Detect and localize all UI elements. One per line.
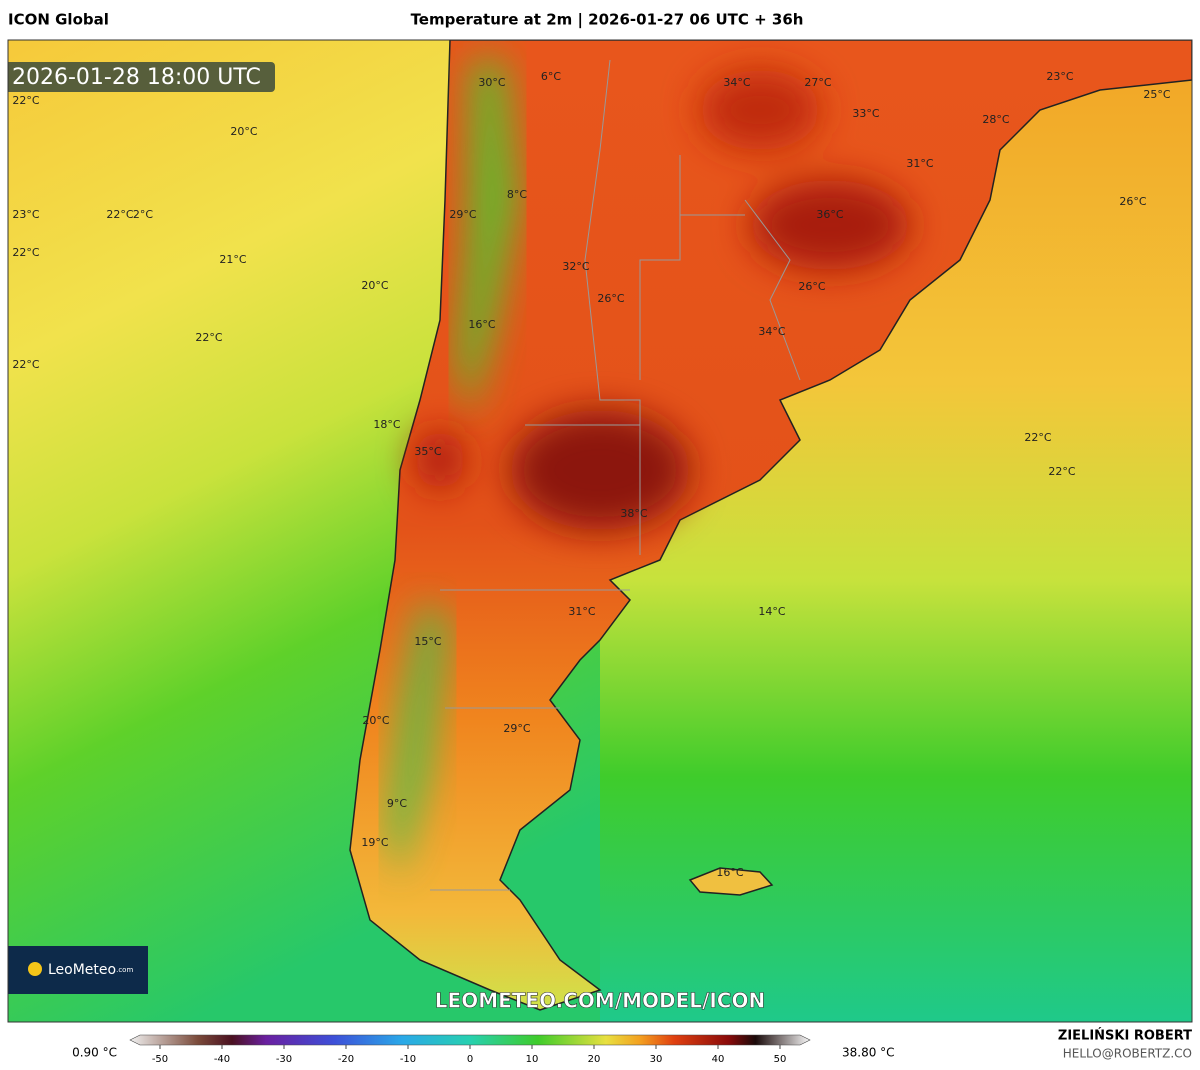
- author: ZIELIŃSKI ROBERT: [1058, 1028, 1192, 1044]
- temp-label: 38°C: [620, 507, 647, 520]
- temp-label: 33°C: [852, 107, 879, 120]
- temp-label: 28°C: [982, 113, 1009, 126]
- temp-label: 20°C: [230, 125, 257, 138]
- legend-min: 0.90 °C: [72, 1046, 117, 1060]
- colorbar: [129, 1034, 811, 1046]
- temp-label: 22°C: [195, 331, 222, 344]
- watermark: LEOMETEO.COM/MODEL/ICON: [435, 989, 765, 1013]
- colorbar-tick-label: -30: [276, 1054, 292, 1065]
- logo-text: LeoMeteo.com: [48, 962, 133, 978]
- colorbar-tick-label: 40: [712, 1054, 725, 1065]
- model-name: ICON Global: [8, 11, 109, 29]
- temp-label: 18°C: [373, 418, 400, 431]
- andes-north: [455, 60, 520, 420]
- temp-label: 22°C: [12, 94, 39, 107]
- temp-label: 29°C: [503, 722, 530, 735]
- colorbar-tick-label: 50: [774, 1054, 787, 1065]
- temp-label: 31°C: [568, 605, 595, 618]
- temp-label: 20°C: [362, 714, 389, 727]
- colorbar-tick-label: -20: [338, 1054, 354, 1065]
- temp-label: 23°C: [12, 208, 39, 221]
- colorbar-tick-label: 10: [526, 1054, 539, 1065]
- colorbar-tick-label: 0: [467, 1054, 473, 1065]
- temp-label: 19°C: [361, 836, 388, 849]
- temp-label: 31°C: [906, 157, 933, 170]
- map-title: Temperature at 2m | 2026-01-27 06 UTC + …: [411, 11, 804, 30]
- email: HELLO@ROBERTZ.CO: [1063, 1047, 1192, 1061]
- temp-label: 22°C: [106, 208, 133, 221]
- temp-label: 8°C: [507, 188, 527, 201]
- temp-label: 22°C: [12, 246, 39, 259]
- temp-label: 16°C: [716, 866, 743, 879]
- andes-south: [385, 600, 450, 880]
- temp-label: 27°C: [804, 76, 831, 89]
- temp-label: 9°C: [387, 797, 407, 810]
- temp-label: 32°C: [562, 260, 589, 273]
- temp-label: 26°C: [1119, 195, 1146, 208]
- temp-label: 15°C: [414, 635, 441, 648]
- map-labels: 30°C 6°C 34°C 27°C 23°C 25°C 22°C 20°C 33°C 28°C 3…: [12, 70, 1170, 879]
- borders: [430, 59, 801, 891]
- colorbar-tick-label: -40: [214, 1054, 230, 1065]
- temp-label: 25°C: [1143, 88, 1170, 101]
- temp-label: 26°C: [798, 280, 825, 293]
- falklands: [688, 867, 774, 896]
- temp-label: 2°C: [133, 208, 153, 221]
- temp-label: 16°C: [468, 318, 495, 331]
- temp-label: 22°C: [12, 358, 39, 371]
- temp-label: 36°C: [816, 208, 843, 221]
- map-frame: [7, 39, 1193, 1023]
- colorbar-tick-label: -50: [152, 1054, 168, 1065]
- temp-label: 26°C: [597, 292, 624, 305]
- colorbar-tick-label: -10: [400, 1054, 416, 1065]
- land: [349, 40, 1192, 1011]
- temp-label: 22°C: [1048, 465, 1075, 478]
- heat-core: [415, 70, 910, 530]
- logo-sun: [28, 962, 42, 976]
- temp-label: 23°C: [1046, 70, 1073, 83]
- temp-label: 30°C: [478, 76, 505, 89]
- time-badge: [8, 62, 275, 92]
- temp-label: 20°C: [361, 279, 388, 292]
- valid-time: 2026-01-28 18:00 UTC: [12, 65, 261, 90]
- colorbar-tick-label: 30: [650, 1054, 663, 1065]
- temp-label: 6°C: [541, 70, 561, 83]
- legend-max: 38.80 °C: [842, 1046, 895, 1060]
- colorbar-tick-label: 20: [588, 1054, 601, 1065]
- temp-label: 21°C: [219, 253, 246, 266]
- map: 30°C 6°C 34°C 27°C 23°C 25°C 22°C 20°C 33°C 28°C 3…: [8, 40, 1192, 1022]
- temp-label: 22°C: [1024, 431, 1051, 444]
- temp-label: 35°C: [414, 445, 441, 458]
- temp-label: 14°C: [758, 605, 785, 618]
- temp-label: 34°C: [723, 76, 750, 89]
- colorbar-ticks: -50 -40 -30 -20 -10 0 10 20 30 40 50: [152, 1045, 787, 1065]
- temp-label: 34°C: [758, 325, 785, 338]
- temp-label: 29°C: [449, 208, 476, 221]
